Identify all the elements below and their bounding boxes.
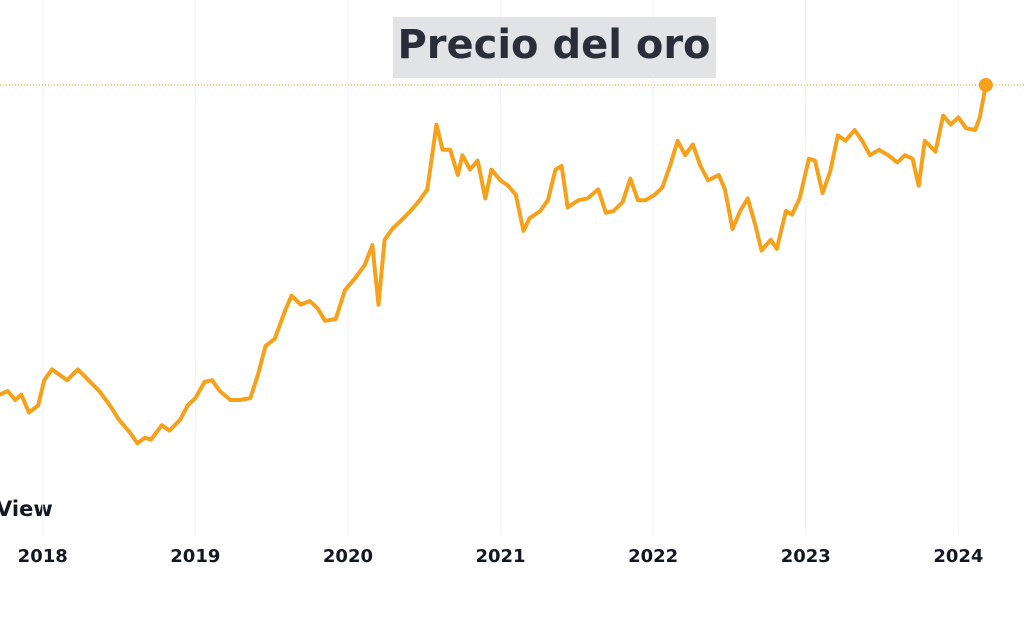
x-tick-label: 2019 bbox=[170, 546, 220, 567]
x-tick-label: 2018 bbox=[18, 546, 68, 567]
grid bbox=[42, 0, 959, 535]
x-tick-label: 2020 bbox=[323, 546, 373, 567]
chart-title: Precio del oro bbox=[397, 22, 710, 68]
title-background bbox=[393, 17, 716, 78]
price-line-series bbox=[0, 83, 988, 446]
last-point bbox=[978, 78, 993, 92]
x-tick-label: 2023 bbox=[781, 546, 831, 567]
watermark: View bbox=[0, 497, 53, 521]
x-tick-label: 2024 bbox=[933, 546, 983, 567]
x-axis: 2018 2019 2020 2021 2022 2023 2024 bbox=[18, 546, 984, 567]
x-tick-label: 2022 bbox=[628, 546, 678, 567]
x-tick-label: 2021 bbox=[475, 546, 525, 567]
